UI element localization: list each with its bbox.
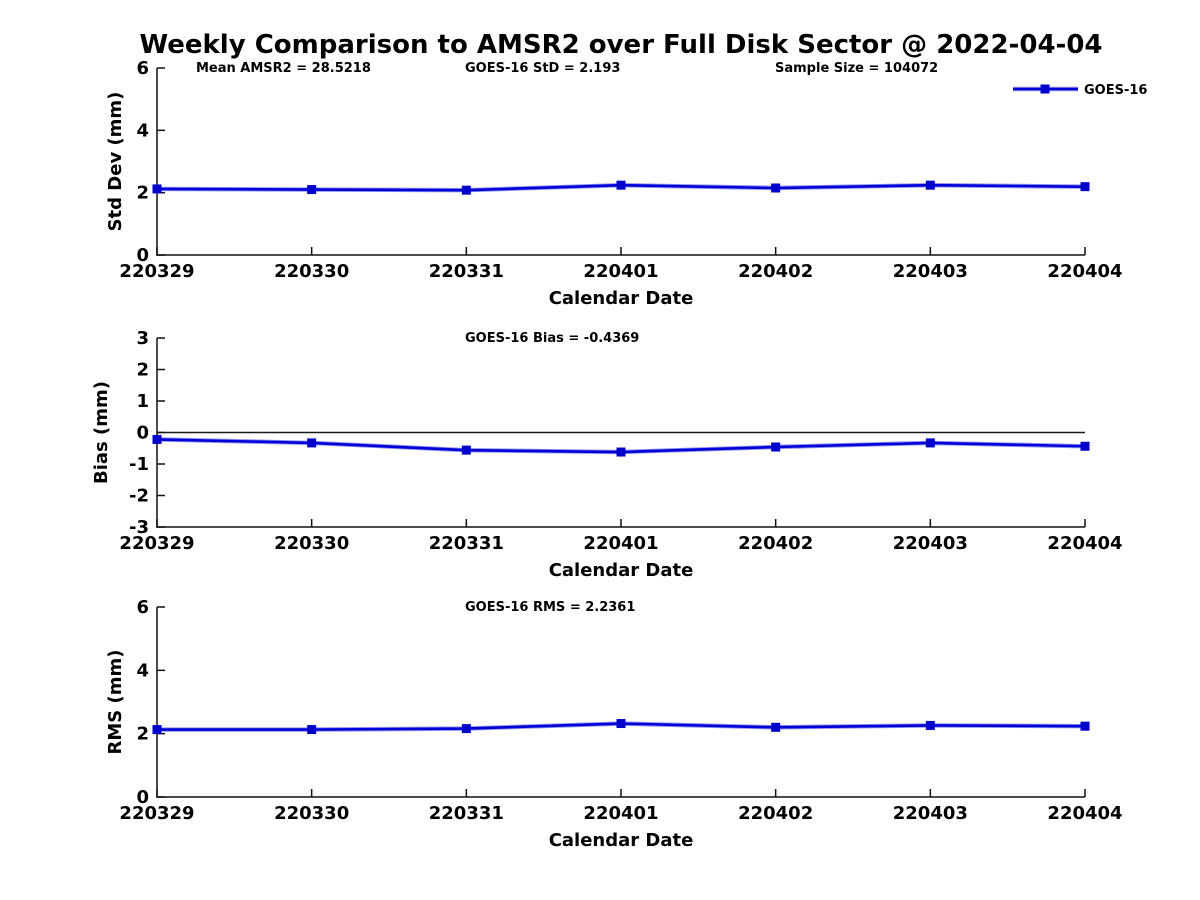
data-point: [152, 725, 162, 735]
annotation-stddev-2: Sample Size = 104072: [775, 61, 938, 76]
data-point: [771, 183, 781, 193]
data-point: [616, 447, 626, 457]
data-point: [616, 719, 626, 729]
chart-bias: GOES-16 Bias = -0.4369 -3 -2 -1 0 1 2 3 220329 22…: [91, 328, 1123, 581]
data-point: [925, 180, 935, 190]
legend-marker: [1040, 84, 1050, 94]
x-tick-label: 220404: [1047, 261, 1122, 282]
data-point: [307, 185, 317, 195]
y-tick-label: 0: [136, 787, 149, 808]
x-tick-label: 220403: [893, 533, 968, 554]
x-tick-label: 220331: [429, 261, 504, 282]
y-tick-label: 1: [136, 391, 149, 412]
data-point: [771, 722, 781, 732]
x-tick-label: 220401: [583, 803, 658, 824]
x-axis-label-bias: Calendar Date: [549, 560, 694, 581]
data-point: [461, 724, 471, 734]
y-tick-label: 6: [136, 58, 149, 79]
y-tick-label: -2: [129, 486, 149, 507]
data-point: [925, 720, 935, 730]
x-tick-label: 220402: [738, 533, 813, 554]
x-tick-label: 220329: [119, 261, 194, 282]
x-tick-label: 220329: [119, 803, 194, 824]
data-point: [461, 185, 471, 195]
x-tick-label: 220402: [738, 261, 813, 282]
legend: GOES-16: [1013, 83, 1147, 98]
annotation-stddev-0: Mean AMSR2 = 28.5218: [196, 61, 371, 76]
data-point: [925, 438, 935, 448]
x-tick-label: 220402: [738, 803, 813, 824]
y-tick-label: -1: [129, 454, 149, 475]
y-tick-label: 4: [136, 120, 149, 141]
data-point: [1080, 721, 1090, 731]
y-tick-label: -3: [129, 517, 149, 538]
y-tick-label: 0: [136, 423, 149, 444]
y-tick-label: 6: [136, 597, 149, 618]
y-axis-label-rms: RMS (mm): [105, 650, 126, 755]
data-point: [1080, 441, 1090, 451]
legend-label: GOES-16: [1084, 83, 1147, 98]
data-point: [152, 184, 162, 194]
figure-title: Weekly Comparison to AMSR2 over Full Dis…: [139, 30, 1103, 60]
y-tick-label: 2: [136, 360, 149, 381]
x-tick-label: 220404: [1047, 803, 1122, 824]
data-point: [771, 442, 781, 452]
y-tick-label: 3: [136, 328, 149, 349]
x-axis-label-stddev: Calendar Date: [549, 288, 694, 309]
data-point: [307, 725, 317, 735]
data-point: [152, 434, 162, 444]
data-point: [461, 445, 471, 455]
x-tick-label: 220331: [429, 533, 504, 554]
y-tick-label: 2: [136, 183, 149, 204]
x-tick-label: 220330: [274, 261, 349, 282]
chart-rms: GOES-16 RMS = 2.2361 0 2 4 6 220329 220330 2203…: [105, 597, 1123, 851]
x-tick-label: 220331: [429, 803, 504, 824]
x-tick-label: 220401: [583, 261, 658, 282]
y-tick-label: 0: [136, 245, 149, 266]
annotation-bias-0: GOES-16 Bias = -0.4369: [465, 331, 639, 346]
y-axis-label-bias: Bias (mm): [91, 381, 112, 484]
annotation-stddev-1: GOES-16 StD = 2.193: [465, 61, 620, 76]
y-tick-label: 4: [136, 660, 149, 681]
x-tick-label: 220329: [119, 533, 194, 554]
y-axis-label-stddev: Std Dev (mm): [105, 92, 126, 232]
x-tick-label: 220401: [583, 533, 658, 554]
x-tick-label: 220404: [1047, 533, 1122, 554]
x-tick-label: 220403: [893, 803, 968, 824]
x-axis-label-rms: Calendar Date: [549, 830, 694, 851]
x-tick-label: 220330: [274, 533, 349, 554]
data-point: [307, 438, 317, 448]
x-tick-label: 220330: [274, 803, 349, 824]
y-tick-label: 2: [136, 724, 149, 745]
x-tick-label: 220403: [893, 261, 968, 282]
annotation-rms-0: GOES-16 RMS = 2.2361: [465, 600, 635, 615]
data-point: [1080, 182, 1090, 192]
data-point: [616, 180, 626, 190]
chart-stddev: Mean AMSR2 = 28.5218 GOES-16 StD = 2.193 S…: [105, 58, 1147, 309]
